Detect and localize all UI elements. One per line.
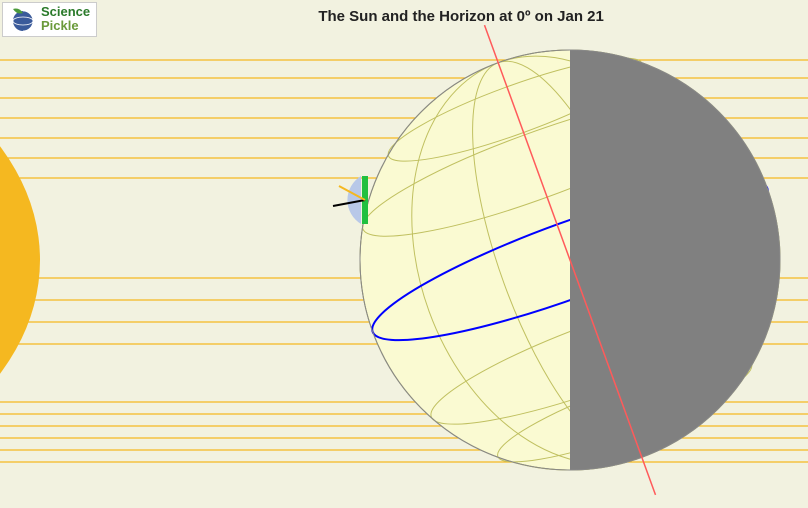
diagram-canvas	[0, 0, 808, 508]
logo-line2: Pickle	[41, 19, 90, 33]
logo-badge: Science Pickle	[2, 2, 97, 37]
logo-text: Science Pickle	[41, 5, 90, 34]
logo-line1: Science	[41, 5, 90, 19]
logo-icon	[9, 5, 37, 33]
diagram-title: The Sun and the Horizon at 0º on Jan 21	[318, 8, 604, 25]
